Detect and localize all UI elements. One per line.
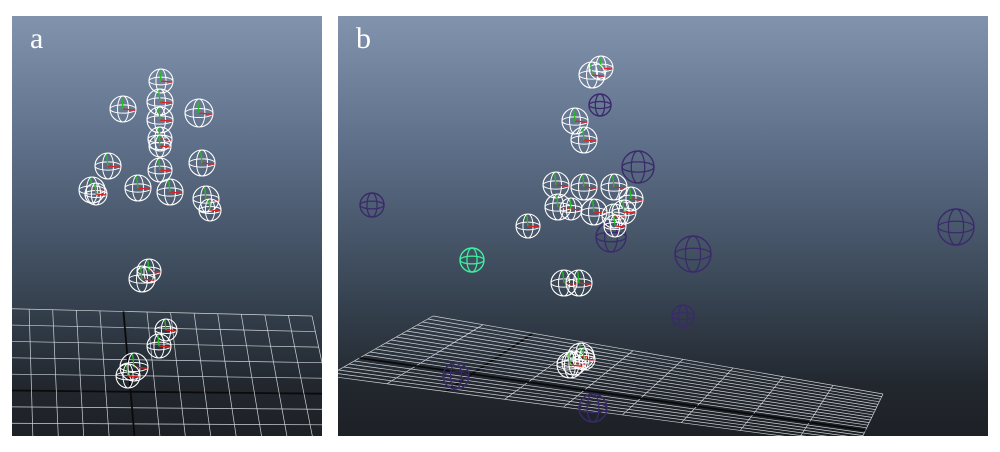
wireframe-sphere-icon[interactable] (556, 351, 584, 379)
wireframe-sphere-icon[interactable] (198, 198, 222, 222)
wireframe-sphere-icon[interactable] (147, 157, 173, 183)
wireframe-sphere-icon[interactable] (148, 68, 174, 94)
wireframe-sphere-icon[interactable] (588, 93, 612, 117)
wireframe-sphere-icon[interactable] (109, 95, 137, 123)
wireframe-sphere-icon[interactable] (148, 134, 172, 158)
wireframe-sphere-icon[interactable] (146, 333, 172, 359)
wireframe-sphere-icon[interactable] (192, 185, 220, 213)
wireframe-sphere-icon[interactable] (124, 174, 152, 202)
scene-a (12, 68, 322, 436)
wireframe-sphere-icon[interactable] (442, 362, 470, 390)
viewport-panel-a[interactable]: a (12, 16, 322, 436)
wireframe-sphere-icon[interactable] (937, 208, 975, 246)
viewport-panel-b[interactable]: b (338, 16, 988, 436)
wireframe-sphere-icon[interactable] (119, 352, 149, 382)
wireframe-sphere-icon[interactable] (565, 269, 593, 297)
wireframe-sphere-icon[interactable] (128, 265, 156, 293)
wireframe-sphere-icon[interactable] (542, 171, 570, 199)
wireframe-sphere-icon[interactable] (561, 107, 589, 135)
wireframe-sphere-icon[interactable] (570, 173, 598, 201)
wireframe-sphere-icon[interactable] (674, 235, 712, 273)
wireframe-sphere-icon[interactable] (621, 150, 655, 184)
ground-grid (338, 315, 884, 436)
wireframe-sphere-icon[interactable] (459, 247, 485, 273)
wireframe-sphere-icon[interactable] (578, 61, 606, 89)
wireframe-sphere-icon[interactable] (84, 182, 108, 206)
wireframe-sphere-icon[interactable] (94, 152, 122, 180)
wireframe-sphere-icon[interactable] (572, 347, 596, 371)
wireframe-sphere-icon[interactable] (618, 186, 644, 212)
wireframe-sphere-icon[interactable] (550, 269, 578, 297)
wireframe-sphere-icon[interactable] (115, 363, 141, 389)
wireframe-sphere-icon[interactable] (600, 173, 628, 201)
wireframe-sphere-icon[interactable] (359, 192, 385, 218)
wireframe-sphere-icon[interactable] (570, 126, 598, 154)
wireframe-sphere-icon[interactable] (515, 213, 541, 239)
scene-b (338, 55, 975, 436)
wireframe-sphere-icon[interactable] (154, 318, 178, 342)
wireframe-sphere-icon[interactable] (559, 197, 583, 221)
wireframe-sphere-icon[interactable] (671, 304, 695, 328)
ground-grid (12, 308, 322, 436)
panel-label-a: a (30, 22, 44, 55)
wireframe-sphere-icon[interactable] (147, 126, 173, 152)
wireframe-sphere-icon[interactable] (156, 178, 184, 206)
wireframe-sphere-icon[interactable] (146, 106, 174, 134)
wireframe-sphere-icon[interactable] (578, 393, 608, 423)
wireframe-sphere-icon[interactable] (188, 149, 216, 177)
wireframe-sphere-icon[interactable] (184, 98, 214, 128)
wireframe-sphere-icon[interactable] (603, 214, 627, 238)
wireframe-sphere-icon[interactable] (580, 198, 608, 226)
panel-label-b: b (356, 22, 371, 55)
